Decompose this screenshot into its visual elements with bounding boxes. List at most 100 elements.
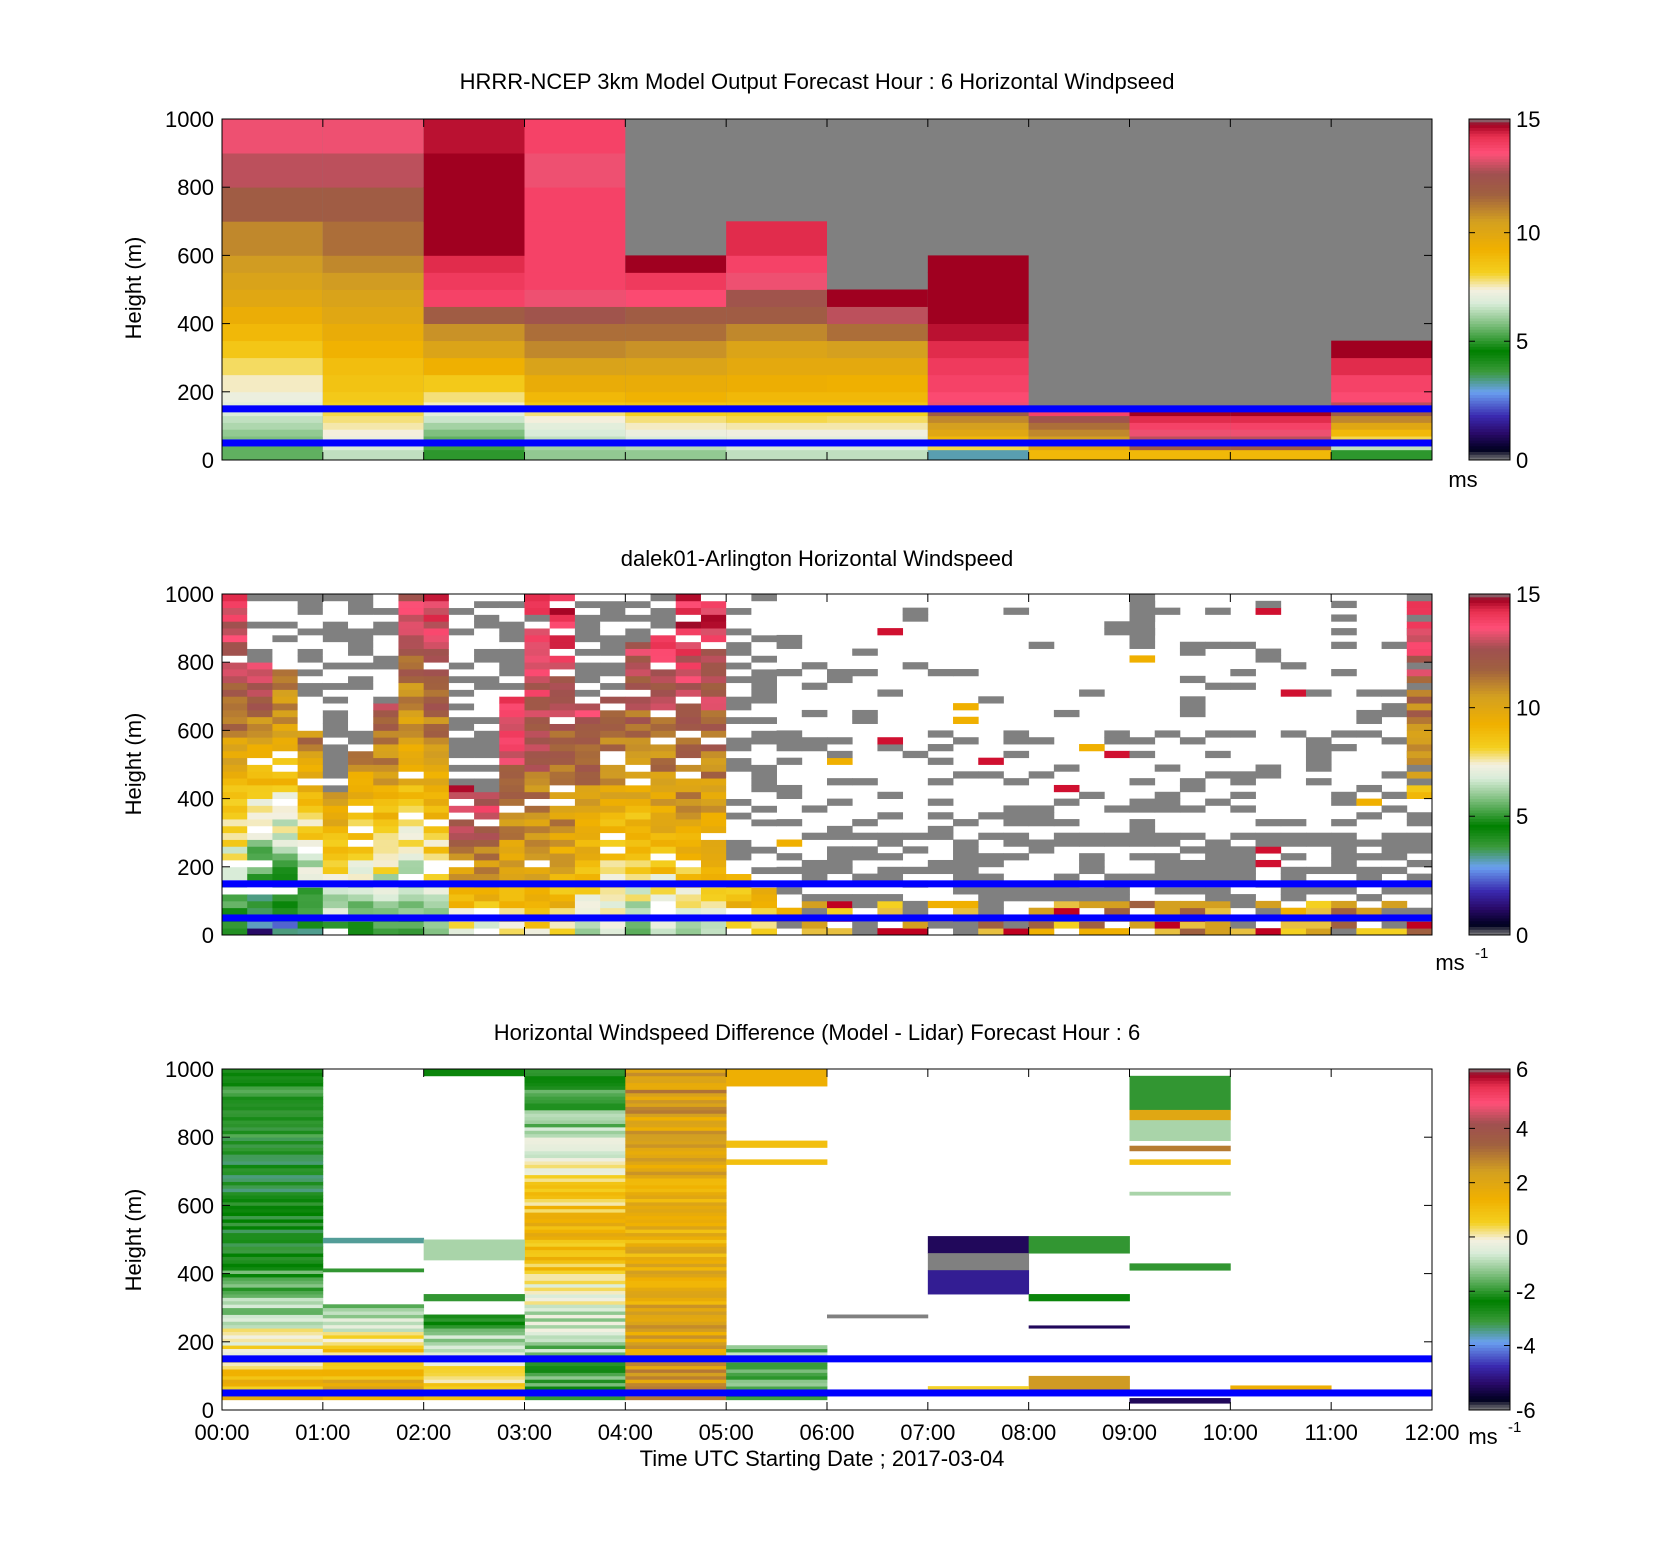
model-cell bbox=[726, 323, 828, 342]
lidar-cell bbox=[1104, 750, 1130, 759]
lidar-cell bbox=[1381, 907, 1408, 915]
lidar-cell bbox=[1406, 614, 1433, 622]
lidar-cell bbox=[574, 750, 601, 759]
lidar-cell bbox=[700, 784, 727, 793]
lidar-cell bbox=[272, 866, 299, 875]
lidar-cell bbox=[1406, 594, 1433, 602]
colorbar-segment bbox=[1469, 1140, 1510, 1144]
difference-cell bbox=[222, 1263, 324, 1268]
lidar-cell bbox=[675, 600, 702, 609]
colorbar-frame bbox=[1468, 1068, 1511, 1411]
lidar-cell bbox=[322, 709, 349, 718]
lidar-cell bbox=[726, 900, 752, 909]
difference-cell bbox=[524, 1256, 626, 1261]
lidar-cell bbox=[600, 634, 626, 643]
lidar-cell bbox=[776, 784, 803, 793]
lidar-cell bbox=[373, 662, 399, 670]
lidar-cell bbox=[776, 853, 803, 861]
y-tick-label: 600 bbox=[177, 1193, 214, 1218]
lidar-cell bbox=[222, 709, 248, 718]
lidar-cell bbox=[1230, 669, 1256, 677]
lidar-cell bbox=[322, 730, 349, 738]
colorbar-segment bbox=[1469, 201, 1510, 205]
lidar-cell bbox=[600, 859, 626, 868]
lidar-cell bbox=[322, 703, 349, 711]
lidar-cell bbox=[222, 655, 248, 663]
lidar-cell bbox=[700, 819, 727, 827]
lidar-cell bbox=[398, 798, 425, 806]
colorbar-segment bbox=[1469, 315, 1510, 319]
lidar-cell bbox=[297, 682, 324, 690]
difference-cell bbox=[524, 1324, 626, 1329]
lidar-cell bbox=[675, 846, 702, 854]
model-cell bbox=[222, 408, 324, 417]
difference-cell bbox=[625, 1201, 727, 1206]
lidar-cell bbox=[1079, 859, 1105, 868]
lidar-cell bbox=[474, 730, 500, 738]
lidar-cell bbox=[448, 778, 475, 786]
colorbar-segment bbox=[1469, 329, 1510, 333]
lidar-cell bbox=[524, 600, 551, 609]
lidar-cell bbox=[1129, 607, 1156, 615]
colorbar-segment bbox=[1469, 855, 1510, 859]
lidar-cell bbox=[650, 737, 677, 745]
lidar-cell bbox=[625, 784, 651, 793]
lidar-cell bbox=[474, 887, 500, 895]
lidar-cell bbox=[700, 757, 727, 765]
colorbar-segment bbox=[1469, 1145, 1510, 1150]
colorbar-segment bbox=[1469, 1071, 1510, 1076]
lidar-cell bbox=[322, 662, 349, 670]
lidar-cell bbox=[600, 689, 626, 697]
lidar-cell bbox=[423, 798, 450, 806]
lidar-cell bbox=[1003, 737, 1030, 745]
lidar-cell bbox=[700, 805, 727, 813]
difference-cell bbox=[222, 1222, 324, 1227]
difference-cell bbox=[625, 1082, 727, 1087]
lidar-cell bbox=[625, 594, 651, 602]
difference-cell bbox=[222, 1345, 324, 1350]
difference-cell bbox=[222, 1328, 324, 1332]
lidar-cell bbox=[600, 757, 626, 765]
colorbar-segment bbox=[1469, 818, 1510, 822]
lidar-cell bbox=[650, 764, 677, 772]
model-cell bbox=[222, 374, 324, 393]
height-line-150m bbox=[222, 880, 1432, 888]
colorbar-segment bbox=[1469, 1159, 1510, 1164]
lidar-cell bbox=[751, 703, 777, 711]
lidar-cell bbox=[272, 621, 299, 629]
difference-cell bbox=[222, 1307, 324, 1312]
lidar-cell bbox=[322, 689, 349, 697]
lidar-cell bbox=[877, 907, 904, 915]
lidar-cell bbox=[423, 757, 450, 765]
model-cell bbox=[927, 408, 1030, 417]
lidar-cell bbox=[953, 921, 979, 929]
lidar-cell bbox=[877, 839, 904, 847]
colorbar-segment bbox=[1469, 1165, 1510, 1169]
lidar-cell bbox=[650, 669, 677, 677]
colorbar-segment bbox=[1469, 411, 1510, 416]
lidar-cell bbox=[827, 907, 853, 915]
lidar-cell bbox=[625, 689, 651, 697]
lidar-cell bbox=[297, 716, 324, 724]
lidar-cell bbox=[751, 757, 777, 765]
lidar-cell bbox=[348, 778, 374, 786]
lidar-cell bbox=[474, 607, 500, 615]
lidar-cell bbox=[297, 614, 324, 622]
lidar-cell bbox=[650, 600, 677, 609]
lidar-cell bbox=[398, 778, 425, 786]
model-cell bbox=[927, 391, 1030, 403]
difference-cell bbox=[222, 1287, 324, 1292]
colorbar-segment bbox=[1469, 784, 1510, 788]
lidar-cell bbox=[953, 887, 979, 895]
lidar-cell bbox=[373, 750, 399, 759]
difference-cell bbox=[625, 1307, 727, 1312]
difference-cell bbox=[524, 1246, 626, 1251]
lidar-cell bbox=[524, 709, 551, 718]
model-cell bbox=[322, 221, 425, 256]
difference-cell bbox=[222, 1106, 324, 1111]
lidar-cell bbox=[549, 894, 576, 902]
colorbar-segment bbox=[1469, 812, 1510, 817]
lidar-cell bbox=[297, 648, 324, 656]
lidar-cell bbox=[272, 859, 299, 868]
colorbar-segment bbox=[1469, 306, 1510, 310]
